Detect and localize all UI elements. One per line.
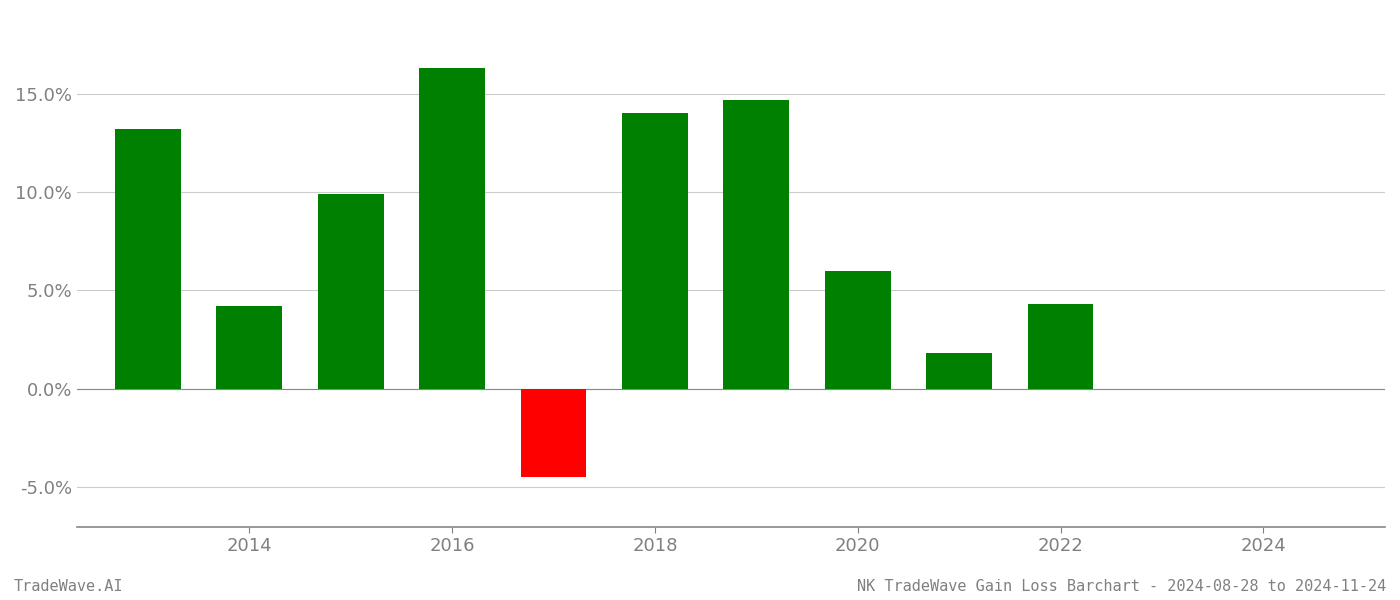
Bar bbox=[115, 129, 181, 389]
Bar bbox=[825, 271, 890, 389]
Bar bbox=[521, 389, 587, 478]
Bar bbox=[927, 353, 993, 389]
Bar bbox=[622, 113, 687, 389]
Bar bbox=[318, 194, 384, 389]
Bar bbox=[1028, 304, 1093, 389]
Bar bbox=[216, 306, 283, 389]
Text: TradeWave.AI: TradeWave.AI bbox=[14, 579, 123, 594]
Bar bbox=[724, 100, 790, 389]
Bar bbox=[419, 68, 484, 389]
Text: NK TradeWave Gain Loss Barchart - 2024-08-28 to 2024-11-24: NK TradeWave Gain Loss Barchart - 2024-0… bbox=[857, 579, 1386, 594]
